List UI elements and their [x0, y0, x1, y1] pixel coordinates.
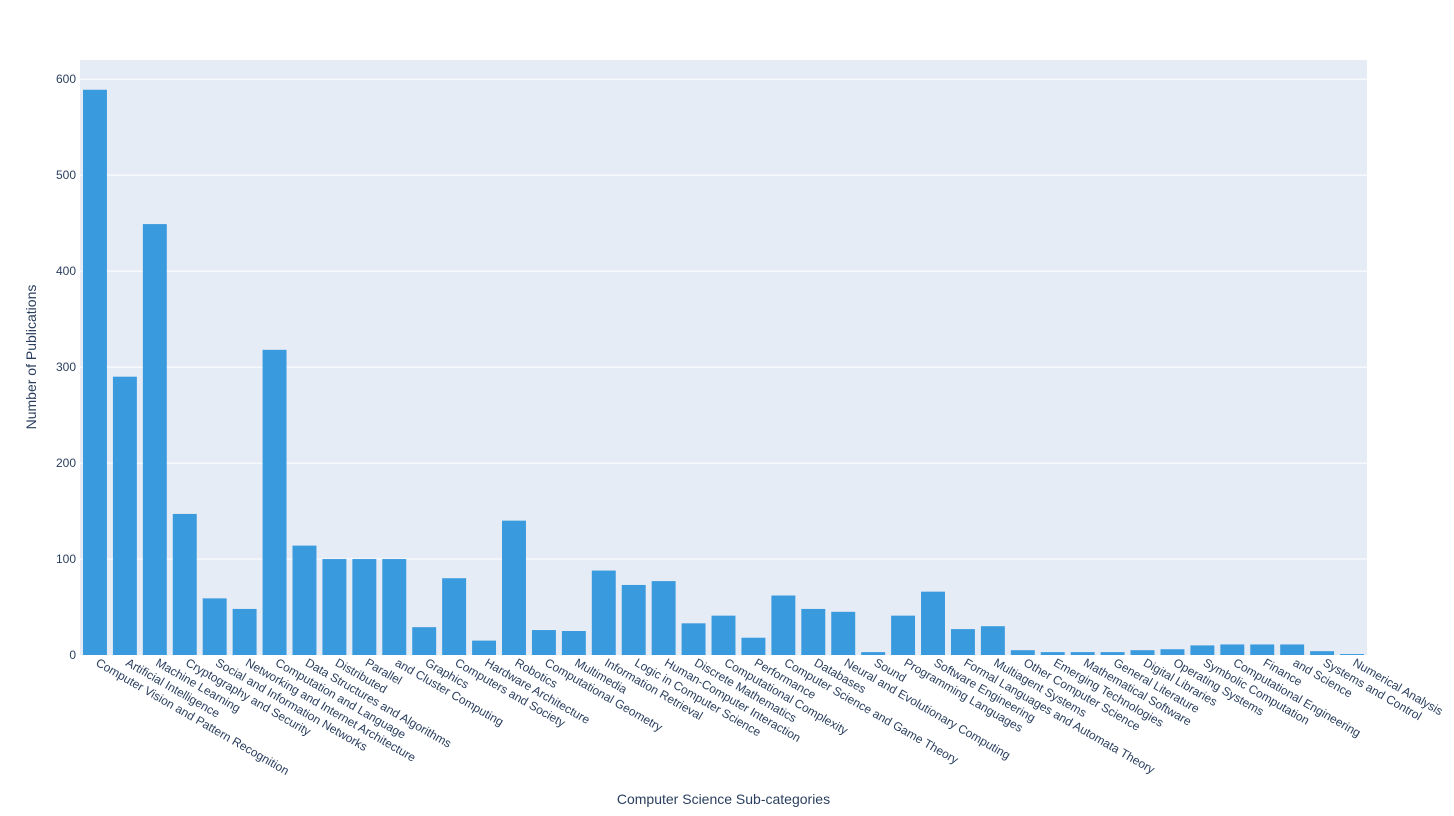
bar: [502, 520, 526, 655]
bar: [861, 652, 886, 655]
bar: [621, 584, 646, 655]
bar: [801, 608, 826, 655]
bar: [1220, 644, 1245, 655]
bars: [82, 89, 1365, 655]
y-tick-label: 400: [56, 264, 76, 278]
bar: [1250, 644, 1275, 655]
bar: [1160, 649, 1185, 655]
y-axis-title: Number of Publications: [23, 285, 39, 430]
bar: [531, 630, 556, 655]
y-tick-label: 100: [56, 552, 76, 566]
y-tick-label: 600: [56, 72, 76, 86]
bar: [412, 627, 437, 655]
y-tick-label: 0: [69, 648, 76, 662]
x-axis-title: Computer Science Sub-categories: [617, 791, 830, 807]
bar: [112, 376, 137, 655]
bar: [382, 559, 407, 655]
bar: [561, 631, 586, 655]
y-tick-label: 500: [56, 168, 76, 182]
bar: [1130, 650, 1155, 655]
bar: [82, 89, 107, 655]
bar: [232, 608, 257, 655]
bar: [711, 615, 736, 655]
bar: [950, 629, 975, 655]
y-tick-label: 300: [56, 360, 76, 374]
bar: [651, 581, 676, 655]
bar: [1310, 651, 1335, 655]
bar: [891, 615, 916, 655]
y-tick-label: 200: [56, 456, 76, 470]
bar: [292, 545, 317, 655]
bar: [681, 623, 706, 655]
bar: [262, 349, 287, 655]
y-axis-ticks: 0 100 200 300 400 500 600: [56, 72, 76, 662]
bar: [322, 559, 347, 655]
bar: [202, 598, 227, 655]
bar: [142, 224, 167, 655]
bar: [472, 640, 497, 655]
bar: [1190, 645, 1215, 655]
bar: [831, 611, 856, 655]
bar: [921, 591, 945, 655]
bar: [1280, 644, 1305, 655]
bar: [172, 513, 197, 655]
bar: [1070, 652, 1095, 655]
bar: [1040, 652, 1065, 655]
bar: [980, 626, 1005, 655]
bar: [771, 595, 796, 655]
bar: [352, 559, 377, 655]
bar: [741, 637, 766, 655]
x-axis-ticks: Computer Vision and Pattern RecognitionA…: [93, 655, 1445, 777]
bar: [1340, 654, 1365, 655]
bar: [591, 570, 616, 655]
bar: [442, 578, 467, 655]
bar: [1100, 652, 1125, 655]
bar: [1010, 650, 1035, 655]
